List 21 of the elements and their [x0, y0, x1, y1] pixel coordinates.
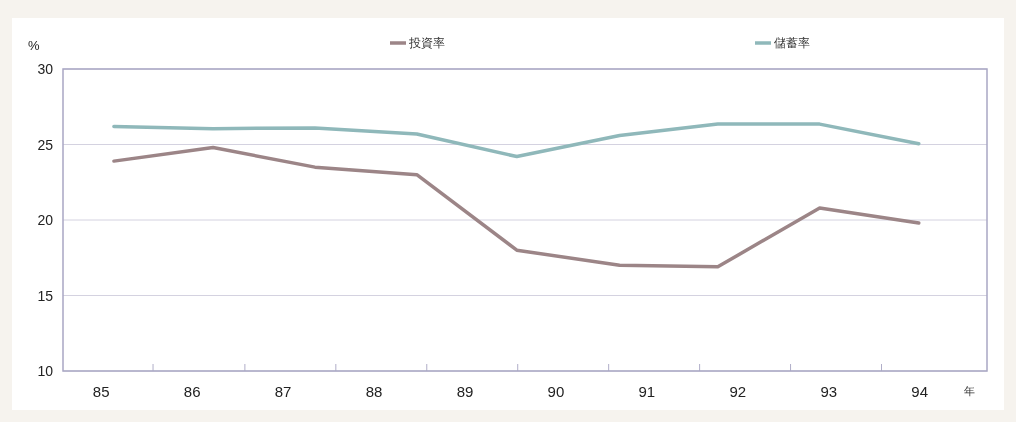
- y-axis-title: %: [28, 38, 40, 53]
- x-tick-label: 92: [729, 383, 747, 400]
- x-tick-label: 89: [456, 383, 474, 400]
- x-tick-label: 94: [911, 383, 929, 400]
- y-tick-label: 10: [37, 363, 54, 379]
- x-tick-label: 93: [820, 383, 838, 400]
- x-tick-label: 90: [547, 383, 565, 400]
- y-tick-label: 25: [37, 136, 54, 153]
- x-axis-title: 年: [964, 385, 975, 397]
- y-tick-label: 30: [37, 61, 54, 77]
- x-tick-label: 88: [365, 383, 383, 400]
- y-tick-label: 20: [37, 212, 54, 228]
- legend-label: 投資率: [408, 36, 445, 50]
- x-tick-label: 85: [92, 383, 110, 400]
- y-tick-label: 15: [37, 287, 54, 304]
- legend-label: 儲蓄率: [774, 36, 810, 50]
- line-series: [112, 122, 921, 159]
- x-tick-label: 91: [638, 383, 656, 400]
- x-tick-label: 87: [274, 383, 292, 400]
- line-series: [112, 145, 921, 269]
- x-tick-label: 86: [183, 383, 201, 400]
